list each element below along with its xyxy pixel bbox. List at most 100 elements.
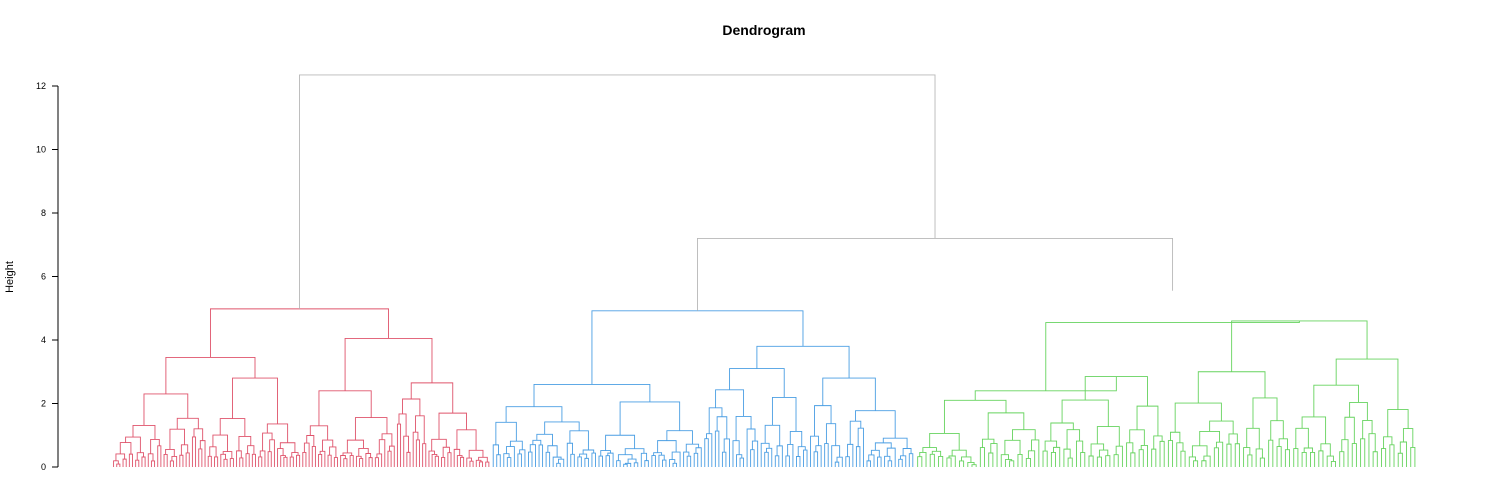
dendrogram-link (1252, 397, 1278, 429)
dendrogram-link (1025, 458, 1031, 467)
dendrogram-link (163, 454, 168, 467)
dendrogram-link (1050, 451, 1057, 467)
y-axis-label: Height (4, 261, 16, 293)
dendrogram-link (340, 455, 346, 467)
dendrogram-link (1320, 443, 1331, 457)
dendrogram-link (735, 415, 752, 441)
dendrogram-link (619, 401, 681, 436)
dendrogram-link (517, 453, 522, 467)
dendrogram-link (199, 440, 206, 467)
dendrogram-link (708, 407, 723, 434)
dendrogram-link (1349, 401, 1368, 421)
dendrogram-link (251, 453, 256, 467)
dendrogram-link (658, 454, 665, 467)
dendrogram-link (125, 436, 141, 453)
dendrogram-link (1000, 454, 1009, 467)
dendrogram-link (855, 446, 861, 467)
dendrogram-link (1012, 429, 1036, 441)
dendrogram-link (198, 448, 203, 467)
dendrogram-link (1362, 419, 1373, 439)
dendrogram-link (122, 458, 127, 467)
dendrogram-link (900, 455, 907, 467)
dendrogram-link (503, 453, 510, 467)
dendrogram-link (1076, 440, 1084, 467)
dendrogram-link (644, 460, 649, 467)
dendrogram-link (938, 456, 944, 467)
dendrogram-link (303, 442, 310, 467)
dendrogram-link (245, 453, 250, 467)
dendrogram-link (1387, 409, 1409, 437)
dendrogram-link (847, 443, 854, 467)
dendrogram-link (1159, 440, 1165, 467)
dendrogram-link (157, 445, 162, 467)
dendrogram-link (128, 453, 133, 467)
dendrogram-link (685, 443, 700, 453)
dendrogram-link (343, 458, 348, 467)
dendrogram-link (185, 452, 190, 467)
dendrogram-link (381, 433, 393, 447)
dendrogram-link (368, 457, 373, 467)
dendrogram-link (262, 432, 273, 451)
dendrogram-link (485, 461, 490, 467)
dendrogram-link (532, 439, 542, 445)
dendrogram-link (236, 450, 242, 467)
dendrogram-link (1326, 455, 1334, 467)
chart-title: Dendrogram (722, 22, 805, 38)
dendrogram-link (376, 453, 383, 467)
dendrogram-link (141, 456, 146, 467)
dendrogram-link (309, 425, 329, 441)
dendrogram-link (1203, 455, 1211, 467)
dendrogram-link (306, 435, 315, 447)
dendrogram-link (1061, 399, 1109, 427)
dendrogram-link (657, 440, 677, 453)
y-tick-label: 10 (36, 145, 46, 155)
dendrogram-link (279, 442, 296, 453)
dendrogram-link (796, 456, 801, 467)
dendrogram-link (431, 453, 438, 467)
dendrogram-link (633, 462, 639, 467)
dendrogram-link (764, 424, 781, 446)
dendrogram-link (981, 438, 995, 448)
dendrogram-link (695, 447, 702, 467)
y-tick-label: 8 (41, 208, 46, 218)
dendrogram-link (570, 453, 575, 467)
dendrogram-link (736, 454, 743, 467)
dendrogram-link (1170, 431, 1181, 443)
dendrogram-link (1255, 448, 1263, 467)
dendrogram-link (824, 443, 829, 467)
dendrogram-link (1136, 405, 1159, 436)
dendrogram-link (475, 459, 482, 467)
dendrogram-link (1193, 460, 1199, 467)
dendrogram-link (605, 434, 636, 451)
dendrogram-link (797, 446, 806, 457)
dendrogram-link (150, 460, 156, 467)
dendrogram-link (591, 310, 804, 385)
dendrogram-link (329, 446, 337, 458)
dendrogram-link (232, 377, 278, 424)
dendrogram-link (1368, 433, 1376, 467)
dendrogram-link (135, 459, 140, 467)
dendrogram-link (813, 451, 819, 467)
dendrogram-link (222, 451, 233, 459)
dendrogram-link (1096, 426, 1120, 447)
dendrogram-link (544, 421, 580, 435)
dendrogram-link (506, 457, 512, 467)
dendrogram-link (538, 444, 544, 467)
dendrogram-link (714, 430, 720, 467)
dendrogram-link (143, 393, 189, 426)
dendrogram-link (1341, 439, 1349, 467)
dendrogram-link (1066, 429, 1081, 450)
dendrogram-link (1397, 452, 1403, 467)
dendrogram-link (267, 451, 272, 467)
dendrogram-link (640, 452, 648, 467)
dendrogram-link (509, 440, 523, 450)
dendrogram-link (967, 461, 975, 467)
dendrogram-link (1213, 447, 1219, 467)
dendrogram-link (1276, 446, 1282, 467)
dendrogram-link (1402, 428, 1414, 448)
dendrogram-link (1295, 427, 1309, 449)
dendrogram-link (582, 449, 595, 455)
dendrogram-link (406, 451, 411, 467)
dendrogram-link (1180, 450, 1186, 467)
